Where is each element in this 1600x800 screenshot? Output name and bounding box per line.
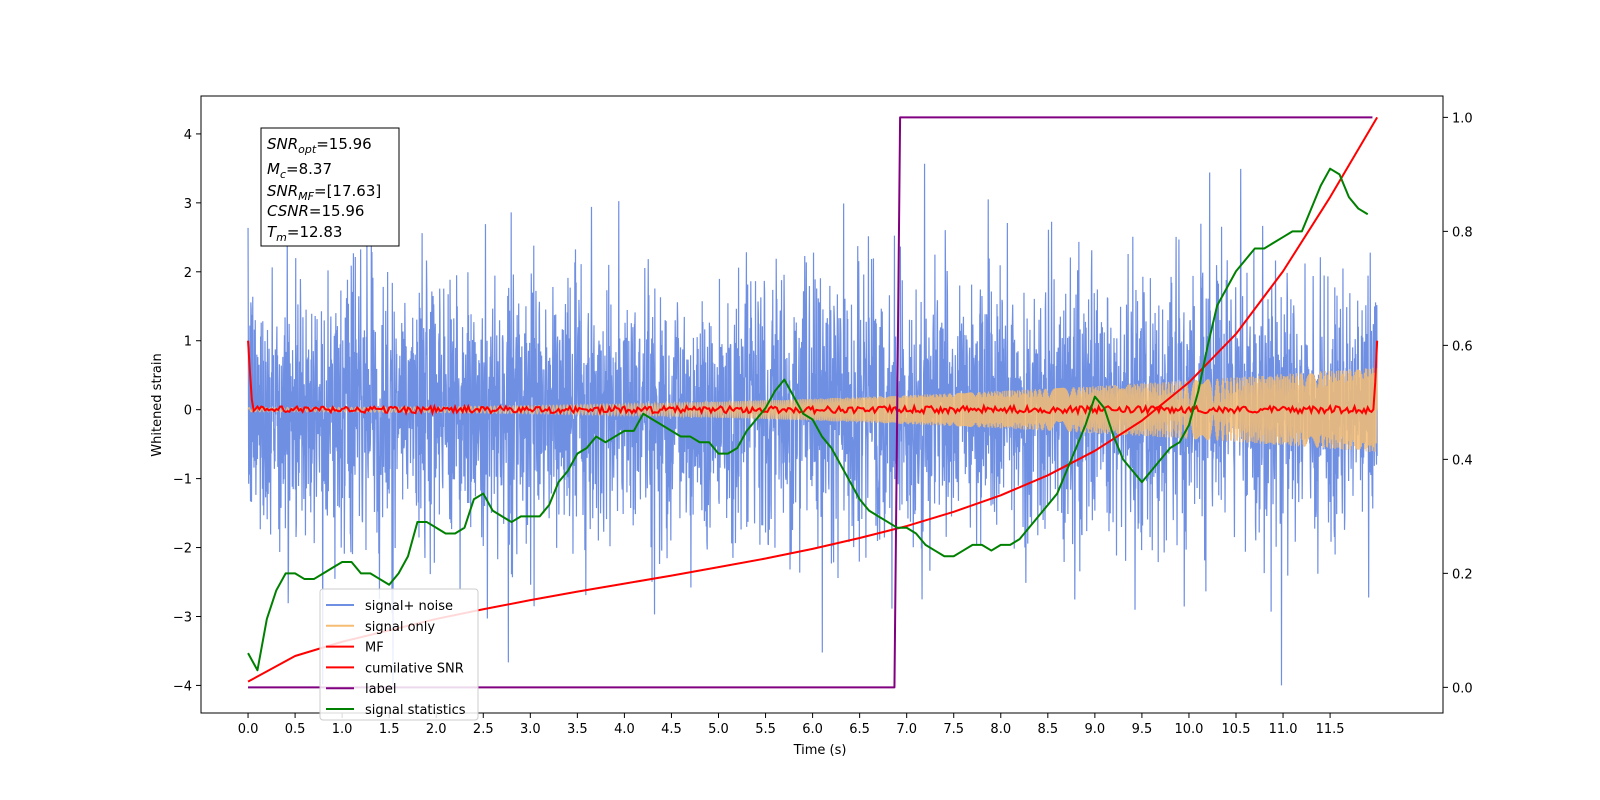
- x-tick-label: 4.0: [614, 722, 635, 737]
- info-csnr: CSNR=15.96: [267, 202, 364, 220]
- legend-label: label: [365, 682, 396, 697]
- legend-label: signal statistics: [365, 703, 466, 718]
- x-tick-label: 10.0: [1174, 722, 1203, 737]
- x-tick-label: 11.5: [1316, 722, 1345, 737]
- x-tick-label: 9.5: [1132, 722, 1153, 737]
- x-tick-label: 8.0: [990, 722, 1011, 737]
- legend: signal+ noise signal only MF cumilative SNR…: [319, 588, 479, 721]
- info-snr-opt: SNRopt=15.96: [267, 135, 372, 156]
- axes-frame: [200, 95, 1444, 714]
- legend-label: MF: [365, 641, 384, 656]
- x-tick-label: 5.5: [755, 722, 776, 737]
- x-tick-label: 8.5: [1037, 722, 1058, 737]
- x-tick-label: 0.0: [238, 722, 259, 737]
- series-label: [248, 116, 1373, 689]
- y2-tick-label: 0.8: [1452, 225, 1473, 240]
- y-axis-label: Whitened strain: [150, 353, 165, 456]
- x-tick-label: 1.5: [379, 722, 400, 737]
- x-axis-label: Time (s): [793, 743, 847, 758]
- y-tick-label: 4: [184, 128, 192, 143]
- x-tick-label: 6.5: [849, 722, 870, 737]
- info-box: SNRopt=15.96 Mc=8.37 SNRMF=[17.63] CSNR=…: [260, 127, 400, 247]
- legend-item: signal statistics: [326, 703, 466, 718]
- y2-tick-label: 1.0: [1452, 111, 1473, 126]
- legend-item: label: [326, 682, 396, 697]
- y-tick-label: −1: [173, 473, 192, 488]
- legend-item: signal only: [326, 620, 435, 635]
- legend-item: MF: [326, 641, 384, 656]
- x-tick-label: 7.5: [943, 722, 964, 737]
- y2-tick-label: 0.2: [1452, 567, 1473, 582]
- legend-label: signal only: [365, 620, 435, 635]
- x-tick-label: 3.5: [567, 722, 588, 737]
- x-axis-ticks: 0.0 0.5 1.0 1.5 2.0 2.5 3.0 3.5 4.0 4.5 5.0 5.5 6.0 6…: [238, 713, 1345, 737]
- x-tick-label: 6.0: [802, 722, 823, 737]
- legend-item: cumilative SNR: [326, 661, 464, 676]
- y-tick-label: 1: [184, 335, 192, 350]
- info-tm: Tm=12.83: [267, 223, 342, 244]
- y2-tick-label: 0.0: [1452, 681, 1473, 696]
- x-tick-label: 4.5: [661, 722, 682, 737]
- y2-tick-label: 0.4: [1452, 453, 1473, 468]
- y2-axis-ticks: 0.0 0.2 0.4 0.6 0.8 1.0: [1443, 111, 1473, 696]
- x-tick-label: 5.0: [708, 722, 729, 737]
- series-signal-statistics: [247, 167, 1369, 672]
- legend-label: signal+ noise: [365, 599, 453, 614]
- x-tick-label: 1.0: [332, 722, 353, 737]
- x-tick-label: 0.5: [285, 722, 306, 737]
- info-mc: Mc=8.37: [267, 160, 332, 181]
- x-tick-label: 9.0: [1085, 722, 1106, 737]
- legend-label: cumilative SNR: [365, 661, 464, 676]
- x-tick-label: 2.5: [473, 722, 494, 737]
- series-signal-noise: [247, 163, 1378, 686]
- x-tick-label: 7.0: [896, 722, 917, 737]
- series-mf: [247, 340, 1379, 417]
- y2-tick-label: 0.6: [1452, 339, 1473, 354]
- y-tick-label: 3: [184, 197, 192, 212]
- y-tick-label: −3: [173, 610, 192, 625]
- x-tick-label: 3.0: [520, 722, 541, 737]
- y-tick-label: −2: [173, 542, 192, 557]
- y-tick-label: −4: [173, 679, 192, 694]
- legend-item: signal+ noise: [326, 599, 453, 614]
- x-tick-label: 2.0: [426, 722, 447, 737]
- y-tick-label: 2: [184, 266, 192, 281]
- info-snr-mf: SNRMF=[17.63]: [267, 182, 381, 203]
- x-tick-label: 11.0: [1269, 722, 1298, 737]
- x-tick-label: 10.5: [1222, 722, 1251, 737]
- y-axis-ticks: −4 −3 −2 −1 0 1 2 3 4: [173, 128, 201, 694]
- y-tick-label: 0: [184, 404, 192, 419]
